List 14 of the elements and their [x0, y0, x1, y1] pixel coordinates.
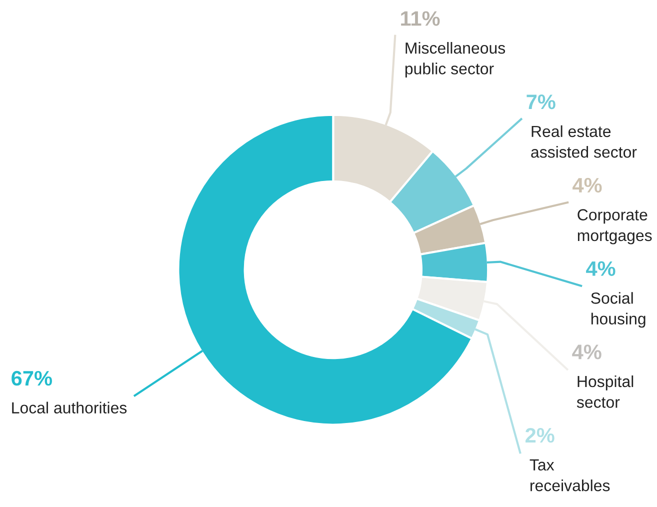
- data-label: 4%: [572, 344, 602, 360]
- data-label: 11%: [401, 11, 440, 26]
- data-label: 4%: [586, 261, 616, 276]
- slice-label: Real estate assisted sector: [531, 125, 637, 158]
- data-label: 67%: [12, 370, 52, 386]
- slice-label: Miscellaneous public sector: [405, 42, 506, 78]
- slice-label: Corporate mortgages: [578, 209, 652, 244]
- data-label: 7%: [526, 94, 556, 110]
- data-label: 4%: [572, 178, 602, 193]
- data-label: 2%: [526, 428, 554, 443]
- slice-label: Local authorities: [12, 402, 127, 414]
- slice-label: Tax receivables: [530, 459, 610, 492]
- slice-label: Social housing: [591, 292, 646, 328]
- slice-label: Hospital sector: [576, 375, 634, 408]
